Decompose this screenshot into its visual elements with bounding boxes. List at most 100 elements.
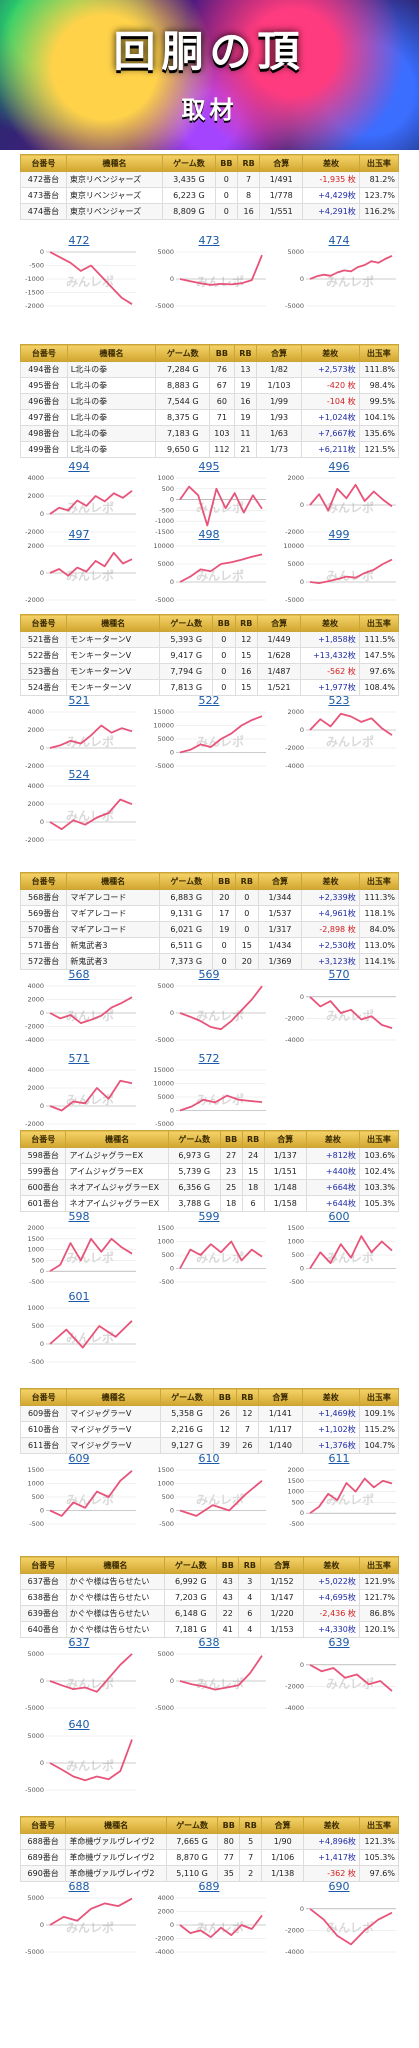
table-row[interactable]: 689番台 革命機ヴァルヴレイヴ2 8,870 G 77 7 1/106 +1,417枚 10… — [19, 1849, 400, 1866]
table-row[interactable]: 688番台 革命機ヴァルヴレイヴ2 7,665 G 80 5 1/90 +4,896枚 121… — [19, 1833, 400, 1850]
table-row[interactable]: 571番台 新鬼武者3 6,511 G 0 15 1/434 +2,530枚 113.0% — [19, 937, 400, 954]
table-row[interactable]: 598番台 アイムジャグラーEX 6,973 G 27 24 1/137 +812枚 103.… — [19, 1147, 400, 1164]
mini-chart[interactable]: 610 みんレポ 1500 1000 500 0 -500 — [150, 1452, 268, 1532]
table-row[interactable]: 637番台 かぐや様は告らせたい 6,992 G 43 3 1/152 +5,022枚 121… — [20, 1573, 400, 1590]
chart-title-link[interactable]: 639 — [328, 1636, 350, 1649]
chart-title-link[interactable]: 599 — [198, 1210, 220, 1223]
mini-chart[interactable]: 637 みんレポ 5000 0 -5000 — [20, 1636, 138, 1716]
mini-chart[interactable]: 638 みんレポ 5000 0 -5000 — [150, 1636, 268, 1716]
mini-chart[interactable]: 600 みんレポ 1500 1000 500 0 -500 — [280, 1210, 398, 1290]
chart-title-link[interactable]: 638 — [198, 1636, 220, 1649]
table-row[interactable]: 569番台 マギアレコード 9,131 G 17 0 1/537 +4,961枚 118.1% — [19, 905, 400, 922]
mini-chart[interactable]: 521 みんレポ 4000 2000 0 -2000 — [20, 694, 138, 774]
table-row[interactable]: 521番台 モンキーターンV 5,393 G 0 12 1/449 +1,858枚 111.5… — [19, 631, 400, 648]
chart-title-link[interactable]: 637 — [68, 1636, 90, 1649]
table-row[interactable]: 524番台 モンキーターンV 7,813 G 0 15 1/521 +1,977枚 108.4… — [19, 679, 400, 696]
mini-chart[interactable]: 494 みんレポ 4000 2000 0 -2000 — [20, 460, 138, 540]
mini-chart[interactable]: 689 みんレポ 4000 2000 0 -2000 -4000 — [150, 1880, 268, 1960]
table-row[interactable]: 639番台 かぐや様は告らせたい 6,148 G 22 6 1/220 -2,436 枚 86… — [20, 1605, 400, 1622]
table-row[interactable]: 690番台 革命機ヴァルヴレイヴ2 5,110 G 35 2 1/138 -362 枚 97.… — [19, 1865, 400, 1882]
mini-chart[interactable]: 640 みんレポ 5000 0 -5000 — [20, 1718, 138, 1798]
mini-chart[interactable]: 495 みんレポ 1000 500 0 -500 -1000 -1500 — [150, 460, 268, 540]
table-row[interactable]: 600番台 ネオアイムジャグラーEX 6,356 G 25 18 1/148 +664枚 10… — [19, 1179, 400, 1196]
chart-title-link[interactable]: 472 — [68, 234, 90, 247]
mini-chart[interactable]: 601 みんレポ 1000 500 0 -500 — [20, 1290, 138, 1370]
cell-diff: +1,469枚 — [301, 1405, 360, 1422]
table-row[interactable]: 495番台 L北斗の拳 8,883 G 67 19 1/103 -420 枚 98.4% — [20, 377, 400, 394]
table-row[interactable]: 640番台 かぐや様は告らせたい 7,181 G 41 4 1/153 +4,330枚 120… — [20, 1621, 400, 1638]
table-row[interactable]: 570番台 マギアレコード 6,021 G 19 0 1/317 -2,898 枚 84.0% — [19, 921, 400, 938]
cell-combined: 1/369 — [257, 953, 303, 970]
chart-title-link[interactable]: 496 — [328, 460, 350, 473]
table-row[interactable]: 522番台 モンキーターンV 9,417 G 0 15 1/628 +13,432枚 147.… — [19, 647, 400, 664]
chart-title-link[interactable]: 494 — [68, 460, 90, 473]
chart-title-link[interactable]: 523 — [328, 694, 350, 707]
chart-title-link[interactable]: 524 — [68, 768, 90, 781]
chart-title-link[interactable]: 498 — [198, 528, 220, 541]
mini-chart[interactable]: 690 みんレポ 0 -2000 -4000 — [280, 1880, 398, 1960]
column-header: 合算 — [260, 1556, 304, 1574]
chart-title-link[interactable]: 610 — [198, 1452, 220, 1465]
table-row[interactable]: 568番台 マギアレコード 6,883 G 20 0 1/344 +2,339枚 111.3% — [19, 889, 400, 906]
mini-chart[interactable]: 570 みんレポ 0 -2000 -4000 — [280, 968, 398, 1048]
mini-chart[interactable]: 572 みんレポ 15000 10000 5000 0 -5000 — [150, 1052, 268, 1132]
table-row[interactable]: 474番台 東京リベンジャーズ 8,809 G 0 16 1/551 +4,291枚 116.… — [20, 203, 400, 220]
mini-chart[interactable]: 496 みんレポ 2000 0 -2000 — [280, 460, 398, 540]
table-row[interactable]: 499番台 L北斗の拳 9,650 G 112 21 1/73 +6,211枚 121.5% — [20, 441, 400, 458]
table-row[interactable]: 638番台 かぐや様は告らせたい 7,203 G 43 4 1/147 +4,695枚 121… — [20, 1589, 400, 1606]
chart-title-link[interactable]: 499 — [328, 528, 350, 541]
chart-title-link[interactable]: 570 — [328, 968, 350, 981]
chart-title-link[interactable]: 495 — [198, 460, 220, 473]
chart-title-link[interactable]: 611 — [328, 1452, 350, 1465]
table-row[interactable]: 472番台 東京リベンジャーズ 3,435 G 0 7 1/491 -1,935 枚 81.2… — [20, 171, 400, 188]
mini-chart[interactable]: 569 みんレポ 5000 0 -5000 — [150, 968, 268, 1048]
table-row[interactable]: 609番台 マイジャグラーV 5,358 G 26 12 1/141 +1,469枚 109.… — [19, 1405, 400, 1422]
mini-chart[interactable]: 639 みんレポ 0 -2000 -4000 — [280, 1636, 398, 1716]
table-row[interactable]: 494番台 L北斗の拳 7,284 G 76 13 1/82 +2,573枚 111.8% — [20, 361, 400, 378]
table-row[interactable]: 572番台 新鬼武者3 7,373 G 0 20 1/369 +3,123枚 114.1% — [19, 953, 400, 970]
chart-title-link[interactable]: 473 — [198, 234, 220, 247]
table-row[interactable]: 473番台 東京リベンジャーズ 6,223 G 0 8 1/778 +4,429枚 123.7… — [20, 187, 400, 204]
chart-title-link[interactable]: 522 — [198, 694, 220, 707]
mini-chart[interactable]: 473 みんレポ 5000 0 -5000 — [150, 234, 268, 314]
chart-title-link[interactable]: 568 — [68, 968, 90, 981]
table-row[interactable]: 523番台 モンキーターンV 7,794 G 0 16 1/487 -562 枚 97.6% — [19, 663, 400, 680]
mini-chart[interactable]: 611 みんレポ 2000 1500 1000 500 0 -500 — [280, 1452, 398, 1532]
mini-chart[interactable]: 524 みんレポ 4000 2000 0 -2000 — [20, 768, 138, 848]
chart-title-link[interactable]: 572 — [198, 1052, 220, 1065]
chart-title-link[interactable]: 474 — [328, 234, 350, 247]
mini-chart[interactable]: 522 みんレポ 15000 10000 5000 0 -5000 — [150, 694, 268, 774]
table-row[interactable]: 497番台 L北斗の拳 8,375 G 71 19 1/93 +1,024枚 104.1% — [20, 409, 400, 426]
chart-title-link[interactable]: 609 — [68, 1452, 90, 1465]
mini-chart[interactable]: 474 みんレポ 5000 0 -5000 — [280, 234, 398, 314]
mini-chart[interactable]: 523 みんレポ 2000 0 -2000 -4000 — [280, 694, 398, 774]
table-row[interactable]: 611番台 マイジャグラーV 9,127 G 39 26 1/140 +1,376枚 104.… — [19, 1437, 400, 1454]
table-row[interactable]: 610番台 マイジャグラーV 2,216 G 12 7 1/117 +1,102枚 115.2… — [19, 1421, 400, 1438]
mini-chart[interactable]: 571 みんレポ 4000 2000 0 -2000 — [20, 1052, 138, 1132]
mini-chart[interactable]: 598 みんレポ 2000 1500 1000 500 0 -500 — [20, 1210, 138, 1290]
mini-chart[interactable]: 688 みんレポ 5000 0 -5000 — [20, 1880, 138, 1960]
table-row[interactable]: 498番台 L北斗の拳 7,183 G 103 11 1/63 +7,667枚 135.6% — [20, 425, 400, 442]
mini-chart[interactable]: 498 みんレポ 10000 5000 0 -5000 — [150, 528, 268, 608]
chart-title-link[interactable]: 688 — [68, 1880, 90, 1893]
mini-chart[interactable]: 499 みんレポ 10000 5000 0 -5000 — [280, 528, 398, 608]
chart-title-link[interactable]: 690 — [328, 1880, 350, 1893]
chart-title-link[interactable]: 521 — [68, 694, 90, 707]
chart-title-link[interactable]: 601 — [68, 1290, 90, 1303]
chart-title-link[interactable]: 571 — [68, 1052, 90, 1065]
chart-title-link[interactable]: 569 — [198, 968, 220, 981]
mini-chart[interactable]: 497 みんレポ 2000 0 -2000 — [20, 528, 138, 608]
mini-chart[interactable]: 609 みんレポ 1500 1000 500 0 -500 — [20, 1452, 138, 1532]
series-line — [49, 1470, 133, 1517]
chart-title-link[interactable]: 689 — [198, 1880, 220, 1893]
chart-title-link[interactable]: 598 — [68, 1210, 90, 1223]
table-row[interactable]: 601番台 ネオアイムジャグラーEX 3,788 G 18 6 1/158 +644枚 105… — [19, 1195, 400, 1212]
mini-chart[interactable]: 599 みんレポ 1500 1000 500 0 -500 — [150, 1210, 268, 1290]
mini-chart[interactable]: 568 みんレポ 4000 2000 0 -2000 -4000 — [20, 968, 138, 1048]
chart-title-link[interactable]: 600 — [328, 1210, 350, 1223]
table-row[interactable]: 496番台 L北斗の拳 7,544 G 60 16 1/99 -104 枚 99.5% — [20, 393, 400, 410]
table-row[interactable]: 599番台 アイムジャグラーEX 5,739 G 23 15 1/151 +440枚 102.… — [19, 1163, 400, 1180]
mini-chart[interactable]: 472 みんレポ 0 -500 -1000 -1500 -2000 — [20, 234, 138, 314]
chart-title-link[interactable]: 640 — [68, 1718, 90, 1731]
chart-title-link[interactable]: 497 — [68, 528, 90, 541]
